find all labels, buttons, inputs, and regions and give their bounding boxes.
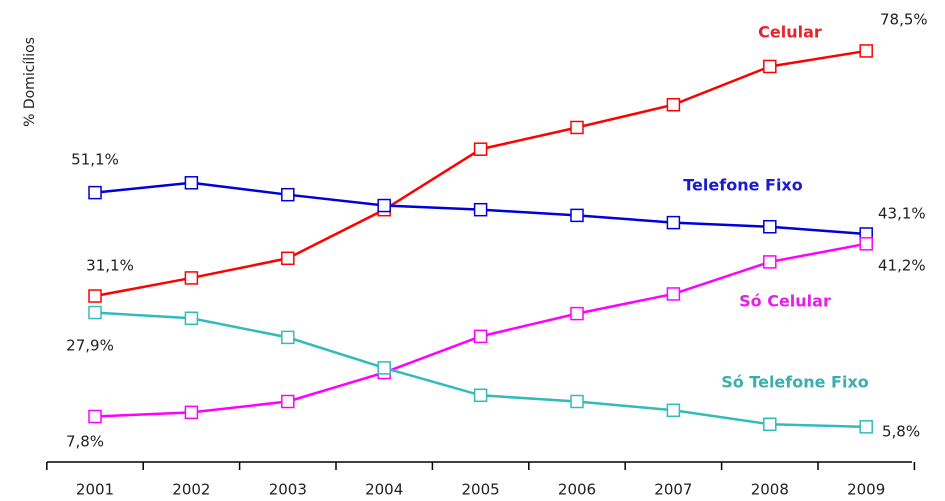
point-marker [666, 287, 681, 301]
point-marker [88, 289, 102, 303]
value-label: 5,8% [882, 423, 920, 441]
value-label: 43,1% [878, 205, 926, 223]
series-line [94, 49, 867, 298]
point-marker [184, 271, 199, 285]
point-marker [859, 420, 873, 434]
point-marker [666, 97, 681, 112]
point-marker [763, 417, 777, 432]
point-marker [88, 305, 102, 320]
point-marker [763, 255, 777, 269]
point-marker [184, 311, 199, 326]
x-tick-label: 2008 [751, 481, 789, 499]
point-marker [88, 185, 102, 200]
point-marker [281, 330, 295, 345]
point-marker [473, 388, 488, 403]
point-marker [570, 120, 584, 135]
x-tick-label: 2002 [172, 481, 210, 499]
point-marker [184, 176, 199, 190]
point-marker [570, 208, 584, 223]
x-tick-label: 2005 [462, 481, 500, 499]
value-label: 41,2% [878, 257, 926, 275]
x-tick-label: 2001 [76, 481, 114, 499]
value-label: 78,5% [880, 11, 928, 29]
x-tick-label: 2004 [365, 481, 403, 499]
point-marker [570, 394, 584, 409]
point-marker [377, 361, 391, 375]
series-label: Celular [758, 23, 822, 42]
value-label: 27,9% [66, 337, 114, 355]
point-marker [666, 215, 681, 230]
point-marker [184, 405, 199, 420]
point-marker [473, 142, 488, 156]
y-axis-label: % Domicílios [22, 37, 38, 127]
point-marker [281, 251, 295, 266]
value-label: 7,8% [66, 433, 104, 451]
x-tick-label: 2003 [269, 481, 307, 499]
point-marker [377, 198, 391, 213]
x-tick-label: 2009 [847, 481, 885, 499]
point-marker [473, 329, 488, 344]
point-marker [763, 219, 777, 234]
series-label: Só Telefone Fixo [721, 373, 869, 392]
series-label: Telefone Fixo [683, 176, 802, 195]
point-marker [281, 394, 295, 409]
point-marker [859, 237, 873, 251]
value-label: 31,1% [86, 257, 134, 275]
point-marker [859, 44, 873, 58]
point-marker [570, 306, 584, 321]
point-marker [473, 202, 488, 217]
point-marker [281, 187, 295, 202]
point-marker [763, 59, 777, 74]
value-label: 51,1% [71, 151, 119, 169]
point-marker [88, 409, 102, 424]
x-tick-label: 2007 [654, 481, 692, 499]
x-tick-label: 2006 [558, 481, 596, 499]
series-label: Só Celular [739, 292, 831, 311]
point-marker [666, 403, 681, 418]
